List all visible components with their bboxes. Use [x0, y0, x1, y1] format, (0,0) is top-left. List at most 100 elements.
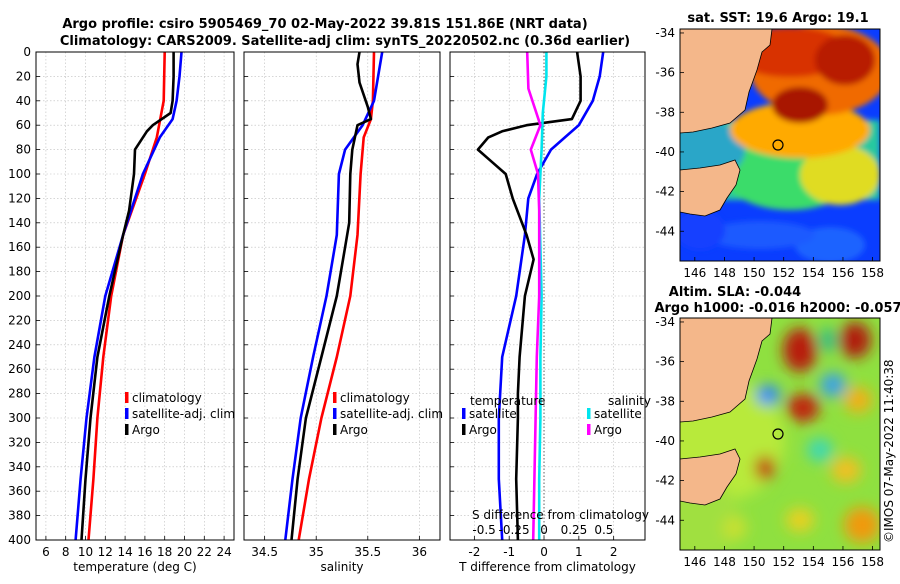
- legend-label: satellite: [469, 407, 517, 421]
- argo-position-marker: [772, 139, 784, 151]
- depth-tick-label: 80: [16, 143, 31, 157]
- sst-map-image: [680, 29, 880, 261]
- series-line-climatology: [297, 52, 376, 540]
- x-tick-label: 22: [197, 545, 212, 559]
- legend-swatch: [587, 408, 591, 419]
- figure-title-line1: Argo profile: csiro 5905469_70 02-May-20…: [62, 17, 587, 32]
- s-difference-tick-label: 0: [540, 523, 548, 537]
- legend-label: Argo: [340, 423, 368, 437]
- series-group: [74, 52, 183, 540]
- lat-tick-label: -36: [655, 66, 675, 80]
- legend-label: climatology: [132, 391, 202, 405]
- sla-map-lat-ticks: -34 -36 -38 -40 -42 -44: [655, 315, 684, 527]
- sst-map-frame: [679, 28, 881, 262]
- x-tick-label: 35: [309, 545, 324, 559]
- sst-map-lat-ticks: -34 -36 -38 -40 -42 -44: [655, 26, 684, 238]
- legend-title-temperature: temperature: [470, 394, 545, 408]
- series-line-argo: [80, 52, 175, 540]
- series-line-satellite-adj-clim: [74, 52, 183, 540]
- lon-tick-label: 148: [713, 555, 736, 569]
- legend-swatch: [462, 408, 466, 419]
- sla-map-lon-ticks: 146 148 150 152 154 156 158: [683, 546, 884, 569]
- lon-tick-label: 146: [683, 266, 706, 280]
- x-tick-label: 12: [98, 545, 113, 559]
- depth-tick-label: 360: [8, 484, 31, 498]
- sst-map: sat. SST: 19.6 Argo: 19.1 146 14: [655, 11, 884, 280]
- depth-tick-label: 320: [8, 435, 31, 449]
- depth-tick-label: 400: [8, 533, 31, 547]
- x-tick-label: 20: [177, 545, 192, 559]
- sla-map-frame: [679, 317, 881, 551]
- lat-tick-label: -42: [655, 185, 675, 199]
- legend-title-salinity: salinity: [608, 394, 651, 408]
- temperature-panel: 6 8 10 12 14 16 18 20 22 24 temperature (deg C) cli…: [35, 51, 235, 574]
- depth-tick-label: 240: [8, 338, 31, 352]
- legend-label: satellite-adj. clim: [340, 407, 443, 421]
- x-tick-label: -1: [503, 545, 515, 559]
- depth-tick-label: 100: [8, 167, 31, 181]
- depth-tick-label: 0: [23, 45, 31, 59]
- depth-tick-label: 340: [8, 460, 31, 474]
- lon-tick-label: 148: [713, 266, 736, 280]
- lat-tick-label: -44: [655, 513, 675, 527]
- x-axis-label: T difference from climatology: [458, 560, 636, 574]
- series-line-argo: [290, 52, 373, 540]
- x-tick-label: 24: [216, 545, 231, 559]
- depth-axis: 0 20 40 60 80 100 120 140 160 180 200 220 240 260 280 3…: [8, 45, 31, 547]
- depth-tick-label: 180: [8, 265, 31, 279]
- series-line-temperature-satellite: [497, 52, 605, 540]
- lon-tick-label: 158: [861, 555, 884, 569]
- legend-label: Argo: [469, 423, 497, 437]
- x-tick-label: 2: [610, 545, 618, 559]
- lat-tick-label: -40: [655, 434, 675, 448]
- depth-tick-label: 120: [8, 191, 31, 205]
- lat-tick-label: -38: [655, 394, 675, 408]
- lat-tick-label: -38: [655, 105, 675, 119]
- legend-swatch: [125, 392, 129, 403]
- legend-swatch: [462, 424, 466, 435]
- figure-title-line2: Climatology: CARS2009. Satellite-adj cli…: [60, 34, 630, 49]
- depth-tick-label: 20: [16, 69, 31, 83]
- s-difference-label: S difference from climatology: [472, 508, 649, 522]
- legend-label: satellite-adj. clim: [132, 407, 235, 421]
- lon-tick-label: 150: [743, 266, 766, 280]
- legend-label: Argo: [132, 423, 160, 437]
- s-difference-tick-label: -0.25: [499, 523, 530, 537]
- x-tick-label: 34.5: [251, 545, 278, 559]
- lat-tick-label: -42: [655, 474, 675, 488]
- legend-label: Argo: [594, 423, 622, 437]
- sla-map-title: Altim. SLA: -0.044: [669, 285, 801, 300]
- lon-tick-label: 146: [683, 555, 706, 569]
- legend-label: satellite: [594, 407, 642, 421]
- series-line-temperature-argo: [476, 52, 582, 540]
- depth-tick-label: 280: [8, 387, 31, 401]
- legend-swatch: [333, 408, 337, 419]
- x-tick-label: 36: [412, 545, 427, 559]
- x-tick-label: -2: [468, 545, 480, 559]
- depth-tick-label: 260: [8, 362, 31, 376]
- lon-tick-label: 152: [772, 266, 795, 280]
- sla-map-subtitle: Argo h1000: -0.016 h2000: -0.057: [654, 301, 900, 316]
- depth-tick-label: 300: [8, 411, 31, 425]
- lat-tick-label: -44: [655, 224, 675, 238]
- panel-frame: [243, 51, 441, 541]
- sla-map: Altim. SLA: -0.044 Argo h1000: -0.016 h2…: [654, 285, 900, 569]
- x-tick-label: 18: [157, 545, 172, 559]
- lon-tick-label: 156: [832, 266, 855, 280]
- depth-tick-label: 160: [8, 240, 31, 254]
- lat-tick-label: -34: [655, 26, 675, 40]
- series-group: [284, 52, 384, 540]
- s-difference-tick-label: -0.5: [472, 523, 495, 537]
- x-tick-label: 14: [117, 545, 132, 559]
- series-line-salinity-argo: [525, 52, 542, 540]
- legend-swatch: [587, 424, 591, 435]
- x-tick-label: 6: [42, 545, 50, 559]
- salinity-panel: 34.5 35 35.5 36 salinity climatology satellite…: [243, 51, 443, 574]
- x-tick-label: 1: [575, 545, 583, 559]
- lon-tick-label: 154: [802, 555, 825, 569]
- x-tick-label: 35.5: [354, 545, 381, 559]
- depth-tick-label: 140: [8, 216, 31, 230]
- x-tick-label: 8: [62, 545, 70, 559]
- imos-credit: ©IMOS 07-May-2022 11:40:38: [882, 359, 896, 543]
